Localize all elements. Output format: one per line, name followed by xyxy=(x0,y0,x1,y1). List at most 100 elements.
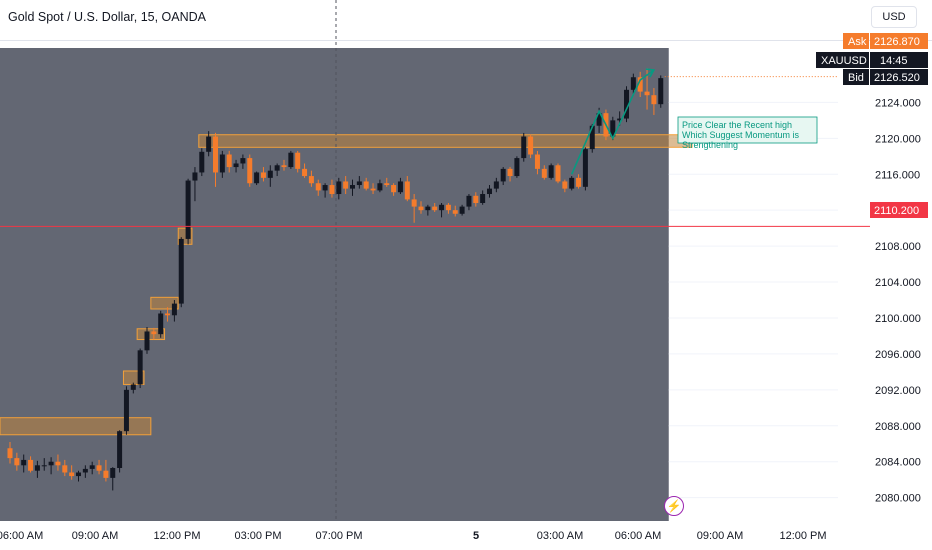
candle-body xyxy=(418,206,424,211)
candle-body xyxy=(260,172,266,178)
candle-body xyxy=(158,313,164,335)
candle-body xyxy=(14,458,20,466)
candle-body xyxy=(541,168,547,178)
time-tick-label: 06:00 AM xyxy=(0,530,43,542)
price-tick-label: 2084.000 xyxy=(875,457,921,469)
candle-body xyxy=(548,165,554,178)
candle-body xyxy=(308,176,314,184)
candle-body xyxy=(445,204,451,211)
candle-body xyxy=(7,448,13,459)
annotation-note[interactable]: Price Clear the Recent high Which Sugges… xyxy=(677,116,818,150)
candle-body xyxy=(295,152,301,169)
candle-body xyxy=(596,113,602,126)
candle-body xyxy=(500,168,506,182)
candle-body xyxy=(404,181,410,200)
candle-body xyxy=(117,431,123,468)
candle-body xyxy=(165,313,171,316)
price-line-value: 2110.200 xyxy=(874,205,919,217)
candle-body xyxy=(123,389,129,432)
annotation-text: Price Clear the Recent high Which Sugges… xyxy=(682,120,802,150)
zone-box xyxy=(136,328,166,341)
time-tick-label: 12:00 PM xyxy=(779,530,826,542)
candle-body xyxy=(267,170,273,178)
candle-body xyxy=(411,199,417,207)
horizontal-gridlines xyxy=(668,101,838,499)
candle-body xyxy=(617,118,623,121)
candle-body xyxy=(356,181,362,186)
candle-body xyxy=(576,177,582,187)
candle-body xyxy=(425,206,431,211)
candle-body xyxy=(397,181,403,193)
bid-quote: Bid 2126.520 xyxy=(843,69,928,85)
ask-label: Ask xyxy=(848,36,867,48)
time-tick-label: 5 xyxy=(473,530,479,542)
candle-body xyxy=(658,78,664,105)
candle-body xyxy=(555,165,561,182)
time-tick-label: 09:00 AM xyxy=(697,530,743,542)
time-tick-label: 06:00 AM xyxy=(615,530,661,542)
candle-body xyxy=(350,185,355,189)
shaded-region xyxy=(0,48,669,521)
ask-price: 2126.870 xyxy=(874,36,920,48)
zone-boxes xyxy=(0,134,693,436)
candle-body xyxy=(651,95,657,105)
candle-body xyxy=(206,136,212,152)
header-divider xyxy=(0,40,932,41)
candle-body xyxy=(452,210,458,214)
candle-body xyxy=(487,188,492,195)
arrow-head xyxy=(645,68,656,78)
candle-body xyxy=(226,154,232,168)
time-tick-label: 03:00 PM xyxy=(234,530,281,542)
candle-body xyxy=(610,120,616,137)
candle-body xyxy=(582,149,588,187)
candle-body xyxy=(199,151,205,173)
price-tick-label: 2080.000 xyxy=(875,493,921,505)
candle-body xyxy=(219,154,225,173)
candle-body xyxy=(377,183,383,191)
candle-body xyxy=(247,158,253,184)
candle-body xyxy=(103,470,109,478)
bid-label: Bid xyxy=(848,72,864,84)
symbol-label: XAUUSD xyxy=(821,55,867,67)
time-tick-label: 12:00 PM xyxy=(153,530,200,542)
candle-body xyxy=(562,181,568,189)
candle-body xyxy=(432,206,438,211)
time-tick-label: 03:00 AM xyxy=(537,530,583,542)
momentum-arrow xyxy=(570,69,655,175)
candle-body xyxy=(41,465,47,467)
candle-body xyxy=(137,350,143,385)
candle-body xyxy=(185,180,191,239)
candle-body xyxy=(329,185,335,195)
candle-body xyxy=(322,185,328,191)
candle-body xyxy=(62,465,68,473)
currency-button[interactable]: USD xyxy=(871,6,917,28)
candle-body xyxy=(144,331,150,351)
candle-body xyxy=(34,465,40,471)
time-tick-label: 07:00 PM xyxy=(315,530,362,542)
candle-body xyxy=(521,136,527,159)
candle-body xyxy=(55,461,61,466)
candle-body xyxy=(569,177,575,189)
candle-body xyxy=(89,465,95,469)
candle-body xyxy=(254,172,260,184)
candle-body xyxy=(315,183,321,191)
candle-body xyxy=(439,204,445,211)
bid-price: 2126.520 xyxy=(874,72,920,84)
candle-body xyxy=(514,158,520,177)
candle-body xyxy=(391,185,397,193)
price-tick-label: 2100.000 xyxy=(875,313,921,325)
price-tick-label: 2088.000 xyxy=(875,421,921,433)
candle-body xyxy=(507,168,513,177)
candle-body xyxy=(624,89,629,119)
candle-body xyxy=(69,472,75,477)
ask-quote: Ask 2126.870 xyxy=(843,33,928,49)
time-tick-label: 09:00 AM xyxy=(72,530,118,542)
candle-body xyxy=(644,91,650,96)
candle-body xyxy=(110,468,116,478)
candle-body xyxy=(281,165,287,168)
price-line-label: 2110.200 xyxy=(870,202,928,218)
candle-body xyxy=(589,125,595,150)
lightning-icon[interactable]: ⚡ xyxy=(664,496,684,516)
candle-body xyxy=(370,188,376,191)
